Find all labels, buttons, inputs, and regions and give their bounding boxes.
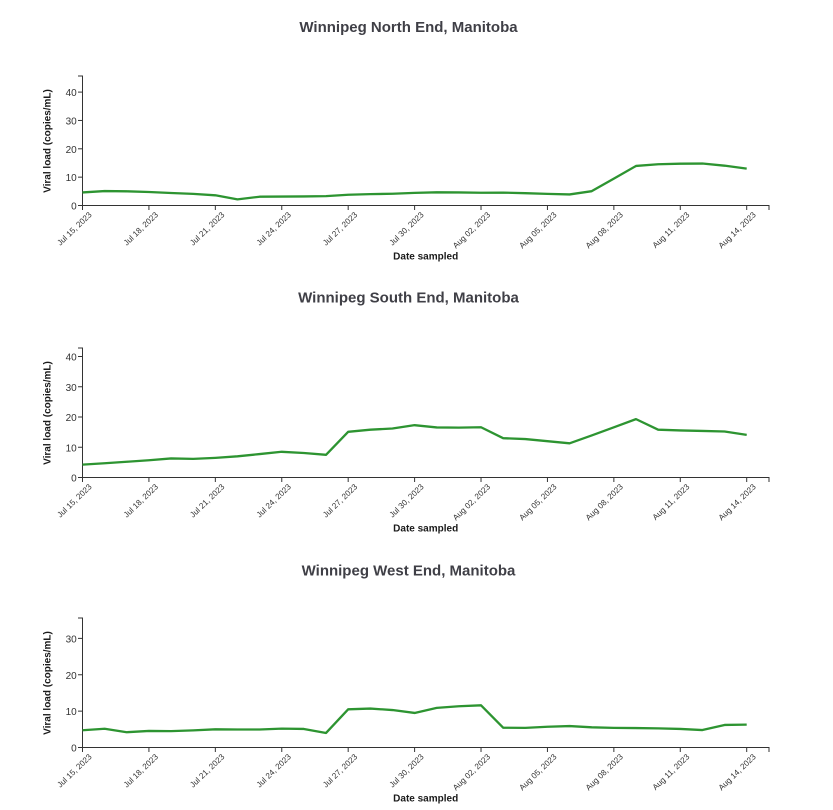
svg-text:Jul 15, 2023: Jul 15, 2023 [55, 482, 93, 520]
svg-text:Jul 21, 2023: Jul 21, 2023 [188, 210, 226, 248]
svg-text:Aug 14, 2023: Aug 14, 2023 [717, 482, 758, 522]
svg-text:Date sampled: Date sampled [393, 251, 458, 262]
svg-text:Jul 18, 2023: Jul 18, 2023 [122, 482, 160, 520]
svg-text:Viral load (copies/mL): Viral load (copies/mL) [42, 361, 53, 465]
svg-text:Jul 27, 2023: Jul 27, 2023 [321, 482, 359, 520]
svg-text:Jul 24, 2023: Jul 24, 2023 [255, 482, 293, 520]
svg-text:Jul 30, 2023: Jul 30, 2023 [388, 210, 426, 248]
svg-text:20: 20 [66, 413, 78, 424]
svg-text:Winnipeg West End, Manitoba: Winnipeg West End, Manitoba [302, 563, 516, 580]
svg-text:Aug 11, 2023: Aug 11, 2023 [651, 482, 692, 522]
svg-text:Winnipeg North End, Manitoba: Winnipeg North End, Manitoba [299, 19, 518, 36]
svg-text:Winnipeg South End, Manitoba: Winnipeg South End, Manitoba [298, 290, 519, 307]
svg-text:10: 10 [66, 707, 78, 718]
svg-text:Viral load (copies/mL): Viral load (copies/mL) [42, 89, 53, 193]
svg-text:Aug 08, 2023: Aug 08, 2023 [584, 482, 625, 522]
svg-text:20: 20 [66, 145, 78, 156]
svg-text:Aug 08, 2023: Aug 08, 2023 [584, 752, 625, 792]
svg-text:0: 0 [71, 744, 77, 755]
svg-text:Aug 05, 2023: Aug 05, 2023 [518, 210, 559, 250]
svg-text:Aug 14, 2023: Aug 14, 2023 [717, 210, 758, 250]
svg-text:Aug 08, 2023: Aug 08, 2023 [584, 210, 625, 250]
svg-text:Jul 24, 2023: Jul 24, 2023 [255, 210, 293, 248]
svg-text:40: 40 [66, 353, 78, 364]
svg-text:10: 10 [66, 173, 78, 184]
svg-text:Jul 21, 2023: Jul 21, 2023 [188, 482, 226, 520]
svg-text:Date sampled: Date sampled [393, 523, 458, 534]
svg-text:Jul 30, 2023: Jul 30, 2023 [388, 482, 426, 520]
svg-text:Aug 02, 2023: Aug 02, 2023 [451, 482, 492, 522]
svg-text:Aug 02, 2023: Aug 02, 2023 [451, 210, 492, 250]
svg-text:0: 0 [71, 474, 77, 485]
svg-text:Jul 15, 2023: Jul 15, 2023 [55, 752, 93, 790]
svg-text:Aug 11, 2023: Aug 11, 2023 [651, 210, 692, 250]
svg-text:Jul 24, 2023: Jul 24, 2023 [255, 752, 293, 790]
svg-text:Jul 27, 2023: Jul 27, 2023 [321, 210, 359, 248]
svg-text:0: 0 [71, 202, 77, 213]
svg-text:40: 40 [66, 88, 78, 99]
svg-text:Aug 05, 2023: Aug 05, 2023 [518, 752, 559, 792]
svg-text:Date sampled: Date sampled [393, 793, 458, 804]
svg-text:Aug 05, 2023: Aug 05, 2023 [518, 482, 559, 522]
svg-text:Viral load (copies/mL): Viral load (copies/mL) [42, 631, 53, 735]
svg-text:Aug 14, 2023: Aug 14, 2023 [717, 752, 758, 792]
svg-text:30: 30 [66, 116, 78, 127]
svg-text:Jul 30, 2023: Jul 30, 2023 [388, 752, 426, 790]
svg-text:Aug 11, 2023: Aug 11, 2023 [651, 752, 692, 792]
svg-text:Jul 27, 2023: Jul 27, 2023 [321, 752, 359, 790]
svg-text:30: 30 [66, 383, 78, 394]
svg-text:Jul 15, 2023: Jul 15, 2023 [55, 210, 93, 248]
svg-text:Jul 21, 2023: Jul 21, 2023 [188, 752, 226, 790]
svg-text:Jul 18, 2023: Jul 18, 2023 [122, 752, 160, 790]
svg-text:20: 20 [66, 671, 78, 682]
svg-text:Aug 02, 2023: Aug 02, 2023 [451, 752, 492, 792]
svg-text:Jul 18, 2023: Jul 18, 2023 [122, 210, 160, 248]
svg-text:30: 30 [66, 634, 78, 645]
svg-text:10: 10 [66, 443, 78, 454]
